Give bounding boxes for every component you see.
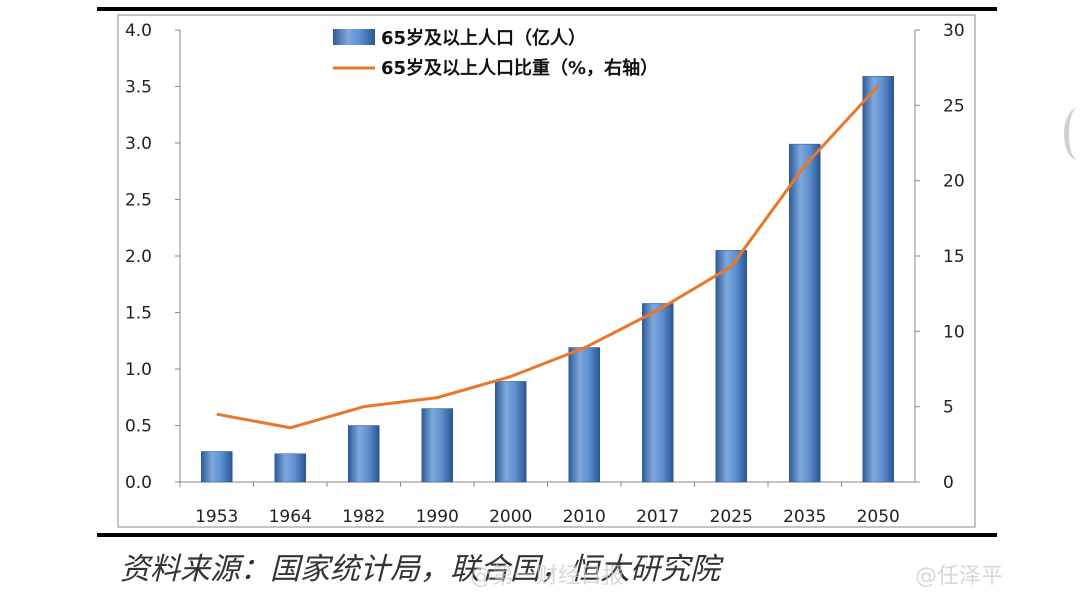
left-tick-label: 3.5 bbox=[125, 78, 152, 98]
right-tick-label: 15 bbox=[943, 247, 965, 267]
right-tick-label: 25 bbox=[943, 96, 965, 116]
watermark-text: @第一财经日报 bbox=[470, 558, 624, 590]
bar bbox=[275, 454, 306, 482]
bar bbox=[495, 381, 526, 482]
left-tick-label: 1.5 bbox=[125, 304, 152, 324]
bar-series bbox=[201, 76, 894, 482]
x-tick-label: 2010 bbox=[563, 507, 606, 527]
bar bbox=[201, 451, 232, 482]
source-note: 资料来源：国家统计局，联合国，恒大研究院 bbox=[120, 544, 720, 588]
right-tick-label: 0 bbox=[943, 473, 954, 493]
legend-bar-swatch bbox=[333, 29, 375, 45]
bar bbox=[422, 409, 453, 482]
bar bbox=[569, 348, 600, 482]
left-tick-label: 2.5 bbox=[125, 191, 152, 211]
line-series bbox=[217, 86, 879, 428]
right-tick-label: 20 bbox=[943, 172, 965, 192]
x-tick-label: 1990 bbox=[416, 507, 459, 527]
x-tick-label: 2000 bbox=[489, 507, 532, 527]
left-tick-label: 4.0 bbox=[125, 21, 152, 41]
left-tick-label: 3.0 bbox=[125, 134, 152, 154]
x-axis-ticks: 1953 1964 1982 1990 2000 2010 2017 2025 2035 2050 bbox=[180, 482, 900, 527]
bar bbox=[789, 144, 820, 482]
right-axis-ticks: 30 25 20 15 10 5 0 bbox=[915, 21, 965, 493]
bar bbox=[716, 250, 747, 482]
x-tick-label: 2017 bbox=[636, 507, 679, 527]
legend-bar-label: 65岁及以上人口（亿人） bbox=[381, 27, 586, 49]
x-tick-label: 2035 bbox=[783, 507, 826, 527]
legend-line-label: 65岁及以上人口比重（%，右轴） bbox=[381, 57, 658, 79]
bar bbox=[348, 426, 379, 483]
left-tick-label: 2.0 bbox=[125, 247, 152, 267]
left-tick-label: 0.5 bbox=[125, 417, 152, 437]
plot-frame bbox=[118, 15, 975, 527]
x-tick-label: 1964 bbox=[269, 507, 312, 527]
left-tick-label: 0.0 bbox=[125, 473, 152, 493]
legend: 65岁及以上人口（亿人） 65岁及以上人口比重（%，右轴） bbox=[333, 27, 658, 79]
x-tick-label: 2050 bbox=[857, 507, 900, 527]
right-tick-label: 30 bbox=[943, 21, 965, 41]
watermark-text: @任泽平 bbox=[915, 558, 1003, 590]
bar bbox=[642, 303, 673, 482]
x-tick-label: 1953 bbox=[195, 507, 238, 527]
line-path bbox=[217, 86, 879, 428]
bar bbox=[863, 76, 894, 482]
right-tick-label: 10 bbox=[943, 322, 965, 342]
left-tick-label: 1.0 bbox=[125, 360, 152, 380]
x-tick-label: 2025 bbox=[710, 507, 753, 527]
x-tick-label: 1982 bbox=[342, 507, 385, 527]
left-axis-ticks: 4.0 3.5 3.0 2.5 2.0 1.5 1.0 0.5 0.0 bbox=[125, 21, 180, 493]
right-tick-label: 5 bbox=[943, 398, 954, 418]
